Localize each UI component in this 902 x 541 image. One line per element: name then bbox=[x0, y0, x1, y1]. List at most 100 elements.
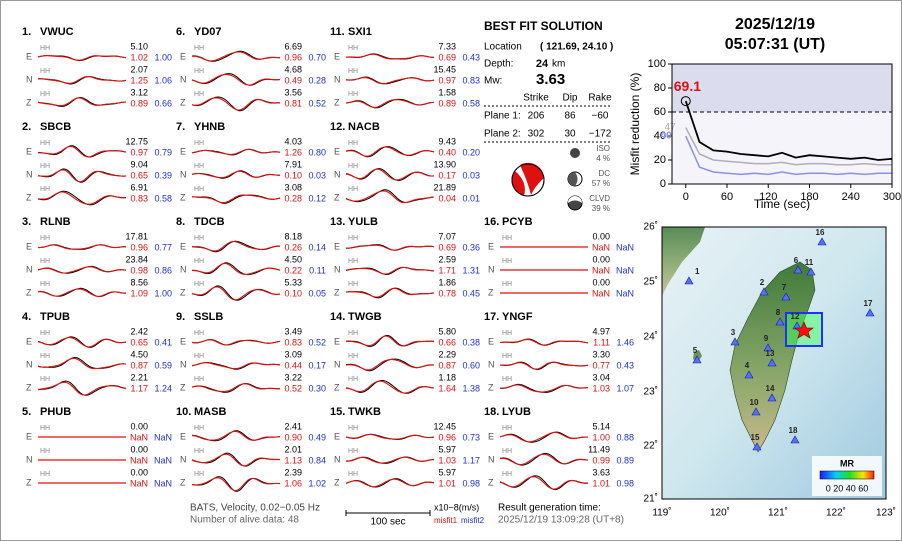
component: Z bbox=[334, 192, 340, 202]
synthetic-trace bbox=[345, 359, 435, 371]
plane-label: Plane 1: bbox=[484, 111, 521, 122]
misfit2: 0.17 bbox=[308, 360, 326, 370]
misfit1: 0.87 bbox=[130, 360, 148, 370]
misfit1: 1.17 bbox=[130, 383, 148, 393]
station-number: 18. bbox=[484, 406, 499, 418]
synthetic-trace bbox=[345, 478, 435, 488]
amplitude: 0.00 bbox=[130, 421, 148, 431]
lon-label: 121˚ bbox=[768, 507, 788, 519]
channel: HH bbox=[194, 330, 204, 337]
plane-value: −60 bbox=[592, 111, 609, 122]
synthetic-trace bbox=[37, 337, 127, 348]
component: E bbox=[26, 336, 32, 346]
misfit1: 0.99 bbox=[592, 455, 610, 465]
misfit2: 0.45 bbox=[462, 288, 480, 298]
misfit2: 0.14 bbox=[308, 242, 326, 252]
misfit2: 0.20 bbox=[462, 147, 480, 157]
amplitude: 1.18 bbox=[438, 372, 456, 382]
synthetic-trace bbox=[500, 361, 589, 370]
component: E bbox=[180, 146, 186, 156]
synthetic-trace bbox=[37, 145, 127, 158]
colorbar bbox=[819, 470, 875, 480]
misfit2: NaN bbox=[616, 265, 634, 275]
misfit1: NaN bbox=[130, 432, 148, 442]
synthetic-trace bbox=[499, 431, 589, 443]
generation-time: 2025/12/19 13:09:28 (UT+8) bbox=[498, 515, 624, 526]
amplitude: 21.89 bbox=[433, 182, 456, 192]
amplitude: 23.84 bbox=[125, 254, 148, 264]
amplitude: 6.91 bbox=[130, 182, 148, 192]
misfit1: 0.69 bbox=[438, 52, 456, 62]
misfit1: 0.10 bbox=[284, 288, 302, 298]
y-tick-label: 0 bbox=[660, 178, 666, 190]
misfit2: 0.77 bbox=[154, 242, 172, 252]
synthetic-trace bbox=[499, 476, 589, 490]
component: E bbox=[26, 241, 32, 251]
component: N bbox=[180, 169, 187, 179]
lat-label: 22˚ bbox=[644, 440, 658, 452]
misfit1: NaN bbox=[130, 455, 148, 465]
misfit2: 0.49 bbox=[308, 432, 326, 442]
component-pct: 39 % bbox=[592, 204, 610, 213]
amplitude: 5.10 bbox=[130, 41, 148, 51]
component: Z bbox=[488, 477, 494, 487]
lon-label: 123˚ bbox=[876, 507, 896, 519]
x-tick-label: 0 bbox=[683, 191, 689, 203]
scale-label: 100 sec bbox=[370, 517, 405, 528]
component: Z bbox=[488, 382, 494, 392]
amplitude: 15.45 bbox=[433, 64, 456, 74]
synthetic-trace bbox=[191, 453, 280, 467]
component: N bbox=[26, 454, 33, 464]
misfit1: 0.89 bbox=[130, 98, 148, 108]
synthetic-trace bbox=[37, 288, 127, 297]
misfit1: 0.04 bbox=[438, 193, 456, 203]
component: Z bbox=[26, 192, 32, 202]
channel: HH bbox=[194, 471, 204, 478]
misfit1: 0.81 bbox=[284, 98, 302, 108]
x-tick-label: 180 bbox=[800, 191, 818, 203]
channel: HH bbox=[194, 186, 204, 193]
misfit2: 1.38 bbox=[462, 383, 480, 393]
misfit1: 1.09 bbox=[130, 288, 148, 298]
y-tick-label: 40 bbox=[654, 130, 666, 142]
colorbar-title: MR bbox=[840, 458, 854, 468]
channel: HH bbox=[40, 258, 50, 265]
component: N bbox=[334, 454, 341, 464]
component: E bbox=[334, 146, 340, 156]
station-name: YD07 bbox=[194, 26, 222, 38]
amplitude: 5.33 bbox=[284, 277, 302, 287]
amplitude: 9.04 bbox=[130, 159, 148, 169]
channel: HH bbox=[40, 68, 50, 75]
misfit2-legend: misfit2 bbox=[461, 516, 485, 525]
channel: HH bbox=[348, 68, 358, 75]
component: N bbox=[488, 264, 495, 274]
misfit2: 0.03 bbox=[462, 170, 480, 180]
station-marker bbox=[684, 276, 694, 285]
synthetic-trace bbox=[191, 383, 280, 393]
component: Z bbox=[26, 477, 32, 487]
synthetic-trace bbox=[192, 51, 280, 62]
channel: HH bbox=[40, 353, 50, 360]
misfit1: 1.25 bbox=[130, 75, 148, 85]
misfit2: 0.52 bbox=[308, 98, 326, 108]
synthetic-trace bbox=[191, 240, 281, 252]
depth: 24 bbox=[536, 58, 549, 70]
misfit2: 0.98 bbox=[462, 478, 480, 488]
synthetic-trace bbox=[345, 190, 435, 204]
amplitude: 0.00 bbox=[130, 444, 148, 454]
amplitude: 0.00 bbox=[592, 277, 610, 287]
misfit1: 0.44 bbox=[284, 360, 302, 370]
channel: HH bbox=[348, 91, 358, 98]
misfit1: 0.40 bbox=[438, 147, 456, 157]
dc-icon bbox=[568, 172, 578, 186]
synthetic-trace bbox=[345, 53, 435, 60]
component: E bbox=[488, 336, 494, 346]
component: N bbox=[334, 264, 341, 274]
misfit1: 0.26 bbox=[284, 242, 302, 252]
station-label: 17 bbox=[864, 299, 873, 308]
mw-label: Mw: bbox=[484, 76, 502, 87]
synthetic-trace bbox=[37, 97, 127, 107]
amplitude: 2.42 bbox=[130, 326, 148, 336]
component-name: ISO bbox=[596, 144, 610, 153]
